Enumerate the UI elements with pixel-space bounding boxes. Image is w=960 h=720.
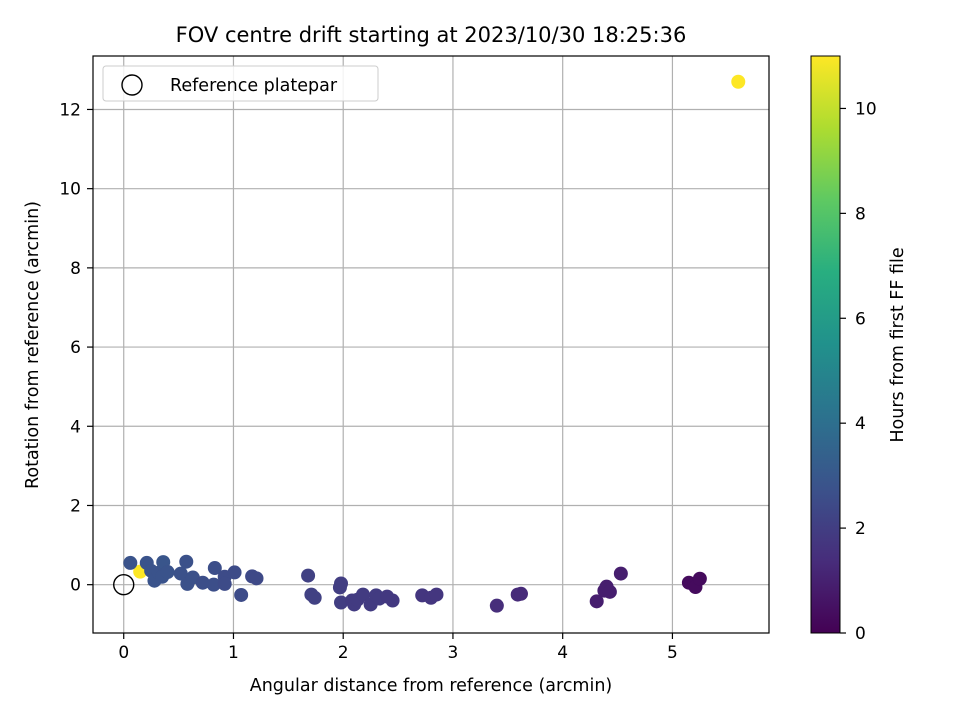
y-tick-label: 2 (70, 496, 81, 516)
data-point (179, 554, 194, 569)
colorbar-tick-label: 0 (855, 624, 866, 644)
data-point (385, 593, 400, 608)
data-point (123, 555, 138, 570)
y-tick-label: 10 (59, 180, 81, 200)
grid-lines (93, 56, 769, 633)
data-point (429, 587, 444, 602)
x-tick-label: 0 (118, 643, 129, 663)
data-point (160, 565, 175, 580)
data-point (613, 566, 628, 581)
data-point (513, 586, 528, 601)
data-point (589, 594, 604, 609)
data-point (249, 571, 264, 586)
colorbar: 0 2 4 6 8 10 Hours from first FF file (810, 55, 908, 644)
colorbar-tick-label: 6 (855, 309, 866, 329)
data-points (113, 74, 746, 613)
colorbar-tick-label: 8 (855, 204, 866, 224)
data-point (217, 576, 232, 591)
legend: Reference platepar (102, 65, 379, 102)
plot-frame (92, 55, 770, 634)
x-tick-label: 2 (338, 643, 349, 663)
x-tick-label: 3 (448, 643, 459, 663)
data-point (173, 566, 188, 581)
chart-title: FOV centre drift starting at 2023/10/30 … (176, 23, 687, 47)
y-tick-label: 0 (70, 576, 81, 596)
data-point (602, 584, 617, 599)
colorbar-tick-label: 4 (855, 414, 866, 434)
data-point (355, 587, 370, 602)
y-tick-label: 8 (70, 259, 81, 279)
y-tick-label: 12 (59, 100, 81, 120)
colorbar-tick-label: 2 (855, 519, 866, 539)
data-point (301, 568, 316, 583)
colorbar-gradient (810, 55, 841, 634)
data-point (307, 590, 322, 605)
colorbar-tick-label: 10 (855, 99, 877, 119)
data-point (334, 576, 349, 591)
y-tick-label: 6 (70, 338, 81, 358)
legend-marker-reference (121, 74, 143, 96)
legend-box (102, 65, 379, 102)
y-axis-label: Rotation from reference (arcmin) (23, 201, 43, 489)
x-axis-label: Angular distance from reference (arcmin) (250, 676, 613, 696)
data-point (489, 598, 504, 613)
colorbar-label: Hours from first FF file (888, 247, 908, 442)
data-point (227, 565, 242, 580)
data-point (207, 561, 222, 576)
data-point (692, 571, 707, 586)
data-point (206, 577, 221, 592)
data-point (731, 74, 746, 89)
y-tick-label: 4 (70, 417, 81, 437)
data-point (234, 587, 249, 602)
data-point (334, 595, 349, 610)
x-tick-label: 1 (228, 643, 239, 663)
reference-platepar-marker (113, 573, 135, 596)
colorbar-ticks: 0 2 4 6 8 10 (840, 99, 877, 644)
x-tick-label: 5 (667, 643, 678, 663)
legend-label-reference: Reference platepar (170, 76, 338, 96)
x-tick-label: 4 (557, 643, 568, 663)
data-point (195, 575, 210, 590)
